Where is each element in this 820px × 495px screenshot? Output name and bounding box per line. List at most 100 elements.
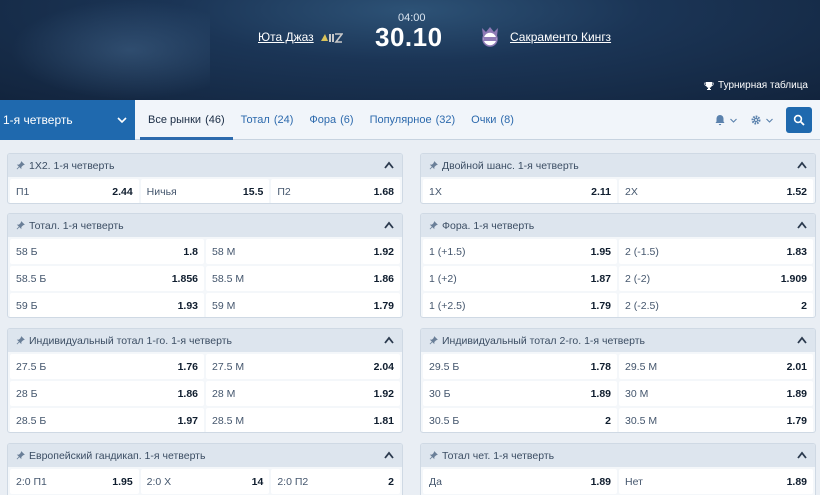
odds-cell[interactable]: 2 (-2) 1.909 [619,266,813,291]
market-header[interactable]: Европейский гандикап. 1-я четверть [8,444,402,467]
pin-icon [429,161,438,170]
pin-icon [16,161,25,170]
odds-value: 2 [801,299,807,312]
odds-cell[interactable]: 59 М 1.79 [206,293,400,317]
tab-label: Популярное [369,114,432,126]
odds-cell[interactable]: 28 М 1.92 [206,381,400,406]
odds-cell[interactable]: 1X 2.11 [423,179,617,203]
odds-row: 30.5 Б 2 30.5 М 1.79 [421,408,815,432]
odds-value: 2.04 [373,360,394,373]
tab-all-markets[interactable]: Все рынки (46) [140,100,233,140]
odds-value: 14 [251,475,264,488]
market-header[interactable]: 1X2. 1-я четверть [8,154,402,177]
odds-cell[interactable]: 2X 1.52 [619,179,813,203]
market-title: 1X2. 1-я четверть [29,159,115,172]
odds-cell[interactable]: 59 Б 1.93 [10,293,204,317]
bell-icon [715,115,725,126]
market-title: Двойной шанс. 1-я четверть [442,159,579,172]
tab-label: Тотал [240,114,270,126]
odds-cell[interactable]: 28.5 М 1.81 [206,408,400,432]
odds-value: 1.52 [786,185,807,198]
period-select[interactable]: 1-я четверть [0,100,135,140]
odds-cell[interactable]: 2:0 П1 1.95 [10,469,139,494]
odds-value: 1.95 [112,475,133,488]
odds-value: 2.44 [112,185,133,198]
odds-row: 1X 2.11 2X 1.52 [421,179,815,203]
odds-cell[interactable]: 28 Б 1.86 [10,381,204,406]
away-team-link[interactable]: Сакраменто Кингз [510,30,612,44]
market-header[interactable]: Двойной шанс. 1-я четверть [421,154,815,177]
tab-points[interactable]: Очки (8) [463,100,522,140]
odds-cell[interactable]: П1 2.44 [10,179,139,203]
outcome-label: 30 Б [429,387,451,400]
tab-count: (46) [205,114,225,126]
market-double-chance: Двойной шанс. 1-я четверть 1X 2.11 2X 1.52 [420,153,816,204]
odds-cell[interactable]: 29.5 Б 1.78 [423,354,617,379]
notifications-button[interactable] [714,114,738,126]
odds-row: 1 (+2) 1.87 2 (-2) 1.909 [421,266,815,291]
odds-value: 1.81 [373,414,394,427]
tab-total[interactable]: Тотал (24) [233,100,302,140]
odds-cell[interactable]: 58 М 1.92 [206,239,400,264]
outcome-label: 2:0 П1 [16,475,47,488]
market-header[interactable]: Индивидуальный тотал 1-го. 1-я четверть [8,329,402,352]
odds-value: 1.79 [786,414,807,427]
odds-cell[interactable]: 30.5 Б 2 [423,408,617,432]
odds-cell[interactable]: 58 Б 1.8 [10,239,204,264]
market-title: Тотал чет. 1-я четверть [442,449,555,462]
odds-cell[interactable]: 27.5 Б 1.76 [10,354,204,379]
odds-cell[interactable]: 27.5 М 2.04 [206,354,400,379]
odds-cell[interactable]: Да 1.89 [423,469,617,494]
odds-cell[interactable]: 58.5 Б 1.856 [10,266,204,291]
outcome-label: 28 Б [16,387,38,400]
odds-cell[interactable]: 1 (+2) 1.87 [423,266,617,291]
odds-row: 58 Б 1.8 58 М 1.92 [8,239,402,264]
odds-cell[interactable]: 2 (-1.5) 1.83 [619,239,813,264]
tab-popular[interactable]: Популярное (32) [362,100,464,140]
market-header[interactable]: Тотал чет. 1-я четверть [421,444,815,467]
odds-value: 1.79 [373,299,394,312]
odds-cell[interactable]: 30 М 1.89 [619,381,813,406]
standings-link[interactable]: Турнирная таблица [704,80,808,91]
odds-row: 58.5 Б 1.856 58.5 М 1.86 [8,266,402,291]
market-1x2: 1X2. 1-я четверть П1 2.44 Ничья 15.5 П2 1.6… [7,153,403,204]
odds-cell[interactable]: 2:0 П2 2 [271,469,401,494]
outcome-label: 58 М [212,245,236,258]
tab-handicap[interactable]: Фора (6) [301,100,361,140]
outcome-label: 29.5 М [625,360,658,373]
odds-cell[interactable]: 58.5 М 1.86 [206,266,400,291]
outcome-label: П2 [277,185,291,198]
market-header[interactable]: Фора. 1-я четверть [421,214,815,237]
odds-cell[interactable]: Ничья 15.5 [140,179,270,203]
odds-value: 1.68 [373,185,395,198]
chevron-up-icon [797,161,807,169]
odds-cell[interactable]: 2 (-2.5) 2 [619,293,813,317]
odds-cell[interactable]: 2:0 X 14 [140,469,270,494]
settings-button[interactable] [750,114,774,126]
odds-value: 2 [388,475,395,488]
outcome-label: 28.5 Б [16,414,47,427]
odds-cell[interactable]: 28.5 Б 1.97 [10,408,204,432]
odds-value: 1.83 [786,245,807,258]
market-header[interactable]: Индивидуальный тотал 2-го. 1-я четверть [421,329,815,352]
market-individual-total-away: Индивидуальный тотал 2-го. 1-я четверть … [420,328,816,433]
odds-cell[interactable]: Нет 1.89 [619,469,813,494]
odds-value: 1.909 [780,272,807,285]
odds-cell[interactable]: 30 Б 1.89 [423,381,617,406]
home-team-link[interactable]: Юта Джаз [258,30,314,44]
odds-value: 1.86 [373,272,394,285]
odds-cell[interactable]: 30.5 М 1.79 [619,408,813,432]
odds-cell[interactable]: П2 1.68 [271,179,401,203]
odds-cell[interactable]: 29.5 М 2.01 [619,354,813,379]
market-header[interactable]: Тотал. 1-я четверть [8,214,402,237]
outcome-label: 59 Б [16,299,38,312]
outcome-label: Ничья [146,185,177,198]
search-button[interactable] [786,107,812,133]
odds-cell[interactable]: 1 (+1.5) 1.95 [423,239,617,264]
odds-value: 1.89 [590,387,611,400]
outcome-label: 2 (-2.5) [625,299,659,312]
odds-value: 1.78 [590,360,611,373]
odds-cell[interactable]: 1 (+2.5) 1.79 [423,293,617,317]
odds-row: 1 (+1.5) 1.95 2 (-1.5) 1.83 [421,239,815,264]
outcome-label: 30.5 М [625,414,658,427]
